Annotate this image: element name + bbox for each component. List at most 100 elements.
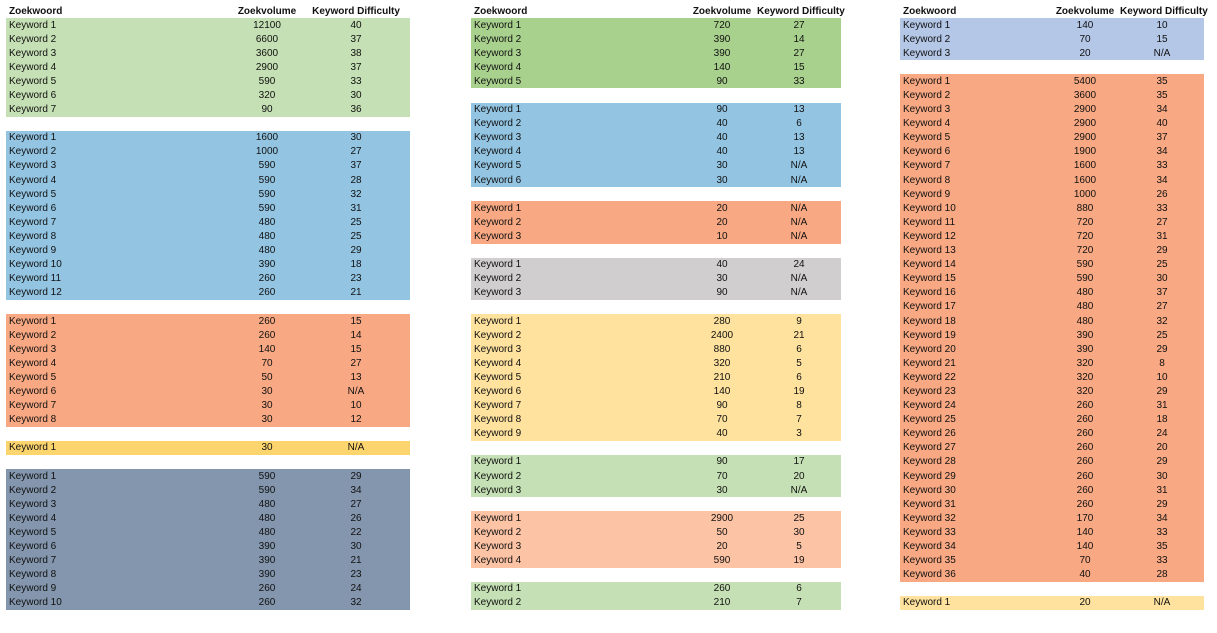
keyword-cell: Keyword 2 (474, 597, 522, 609)
keyword-cell: Keyword 1 (903, 597, 951, 609)
header-keyword: Zoekwoord (474, 5, 528, 17)
difficulty-cell: 25 (1156, 329, 1168, 341)
volume-cell: 70 (1079, 33, 1091, 45)
volume-cell: 70 (716, 470, 728, 482)
volume-cell: 140 (713, 385, 731, 397)
table-row: Keyword 2 40 6 (471, 117, 841, 131)
difficulty-cell: 24 (1156, 428, 1168, 440)
keyword-cell: Keyword 4 (903, 118, 951, 130)
keyword-cell: Keyword 30 (903, 484, 956, 496)
keyword-cell: Keyword 12 (903, 230, 956, 242)
difficulty-cell: 15 (1156, 33, 1168, 45)
table-row: Keyword 21 320 8 (900, 356, 1204, 370)
keyword-cell: Keyword 8 (9, 569, 57, 581)
volume-cell: 2900 (255, 61, 279, 73)
table-row: Keyword 1 720 27 (471, 18, 841, 32)
volume-cell: 590 (1076, 259, 1094, 271)
table-row: Keyword 6 140 19 (471, 384, 841, 398)
table-row: Keyword 8 480 25 (6, 229, 410, 243)
volume-cell: 40 (716, 118, 728, 130)
difficulty-cell: 19 (793, 555, 805, 567)
difficulty-cell: 15 (793, 61, 805, 73)
difficulty-cell: 23 (350, 569, 362, 581)
difficulty-cell: N/A (790, 216, 808, 228)
difficulty-cell: 26 (1156, 188, 1168, 200)
table-row: Keyword 2 260 14 (6, 328, 410, 342)
difficulty-cell: 29 (1156, 498, 1168, 510)
keyword-cell: Keyword 5 (9, 75, 57, 87)
keyword-cell: Keyword 25 (903, 414, 956, 426)
table-row: Keyword 8 1600 34 (900, 173, 1204, 187)
table-row: Keyword 5 590 33 (6, 74, 410, 88)
volume-cell: 390 (713, 33, 731, 45)
table-row: Keyword 4 480 26 (6, 511, 410, 525)
difficulty-cell: N/A (790, 484, 808, 496)
group-spacer (6, 300, 410, 314)
table-row: Keyword 22 320 10 (900, 370, 1204, 384)
keyword-cell: Keyword 4 (474, 555, 522, 567)
volume-cell: 30 (716, 174, 728, 186)
keyword-cell: Keyword 2 (474, 526, 522, 538)
volume-cell: 90 (716, 104, 728, 116)
volume-cell: 1600 (1073, 160, 1097, 172)
keyword-table-left: Zoekwoord Zoekvolume Keyword Difficulty Key… (6, 4, 410, 610)
header-volume: Zoekvolume (237, 5, 297, 17)
table-row: Keyword 15 590 30 (900, 272, 1204, 286)
difficulty-cell: 29 (1156, 343, 1168, 355)
difficulty-cell: 25 (793, 512, 805, 524)
keyword-group: Keyword 1 260 6 Keyword 2 210 7 (471, 581, 841, 610)
keyword-cell: Keyword 5 (474, 75, 522, 87)
difficulty-cell: 33 (793, 75, 805, 87)
volume-cell: 6600 (255, 33, 279, 45)
difficulty-cell: N/A (790, 287, 808, 299)
table-row: Keyword 5 590 32 (6, 187, 410, 201)
table-row: Keyword 5 50 13 (6, 370, 410, 384)
difficulty-cell: 19 (793, 385, 805, 397)
volume-cell: 390 (258, 541, 276, 553)
difficulty-cell: 5 (796, 357, 802, 369)
volume-cell: 260 (258, 329, 276, 341)
difficulty-cell: 27 (793, 19, 805, 31)
volume-cell: 320 (1076, 371, 1094, 383)
volume-cell: 480 (1076, 287, 1094, 299)
keyword-cell: Keyword 7 (474, 400, 522, 412)
volume-cell: 480 (1076, 315, 1094, 327)
table-row: Keyword 6 590 31 (6, 201, 410, 215)
table-row: Keyword 6 30 N/A (471, 173, 841, 187)
keyword-cell: Keyword 2 (9, 484, 57, 496)
difficulty-cell: 34 (1156, 146, 1168, 158)
table-row: Keyword 3 90 N/A (471, 286, 841, 300)
keyword-cell: Keyword 1 (9, 315, 57, 327)
volume-cell: 20 (1079, 47, 1091, 59)
table-row: Keyword 3 20 N/A (900, 46, 1204, 60)
table-row: Keyword 1 1600 30 (6, 131, 410, 145)
table-row: Keyword 16 480 37 (900, 286, 1204, 300)
table-row: Keyword 28 260 29 (900, 455, 1204, 469)
volume-cell: 40 (716, 146, 728, 158)
keyword-cell: Keyword 11 (903, 216, 956, 228)
keyword-group: Keyword 1 20 N/A Keyword 2 20 N/A Keyword 3 10 N… (471, 201, 841, 244)
difficulty-cell: 27 (1156, 301, 1168, 313)
table-row: Keyword 5 210 6 (471, 370, 841, 384)
keyword-cell: Keyword 7 (9, 400, 57, 412)
difficulty-cell: 8 (796, 400, 802, 412)
volume-cell: 590 (1076, 273, 1094, 285)
difficulty-cell: 30 (350, 90, 362, 102)
keyword-cell: Keyword 12 (9, 287, 62, 299)
volume-cell: 260 (1076, 484, 1094, 496)
difficulty-cell: 14 (350, 329, 362, 341)
keyword-cell: Keyword 6 (903, 146, 951, 158)
keyword-cell: Keyword 6 (9, 202, 57, 214)
volume-cell: 720 (1076, 230, 1094, 242)
difficulty-cell: 29 (1156, 456, 1168, 468)
difficulty-cell: 3 (796, 428, 802, 440)
volume-cell: 10 (716, 230, 728, 242)
difficulty-cell: 27 (1156, 216, 1168, 228)
table-row: Keyword 2 20 N/A (471, 215, 841, 229)
volume-cell: 5400 (1073, 75, 1097, 87)
keyword-cell: Keyword 5 (474, 371, 522, 383)
keyword-cell: Keyword 2 (474, 118, 522, 130)
table-row: Keyword 1 40 24 (471, 258, 841, 272)
keyword-cell: Keyword 2 (474, 470, 522, 482)
table-row: Keyword 7 390 21 (6, 554, 410, 568)
